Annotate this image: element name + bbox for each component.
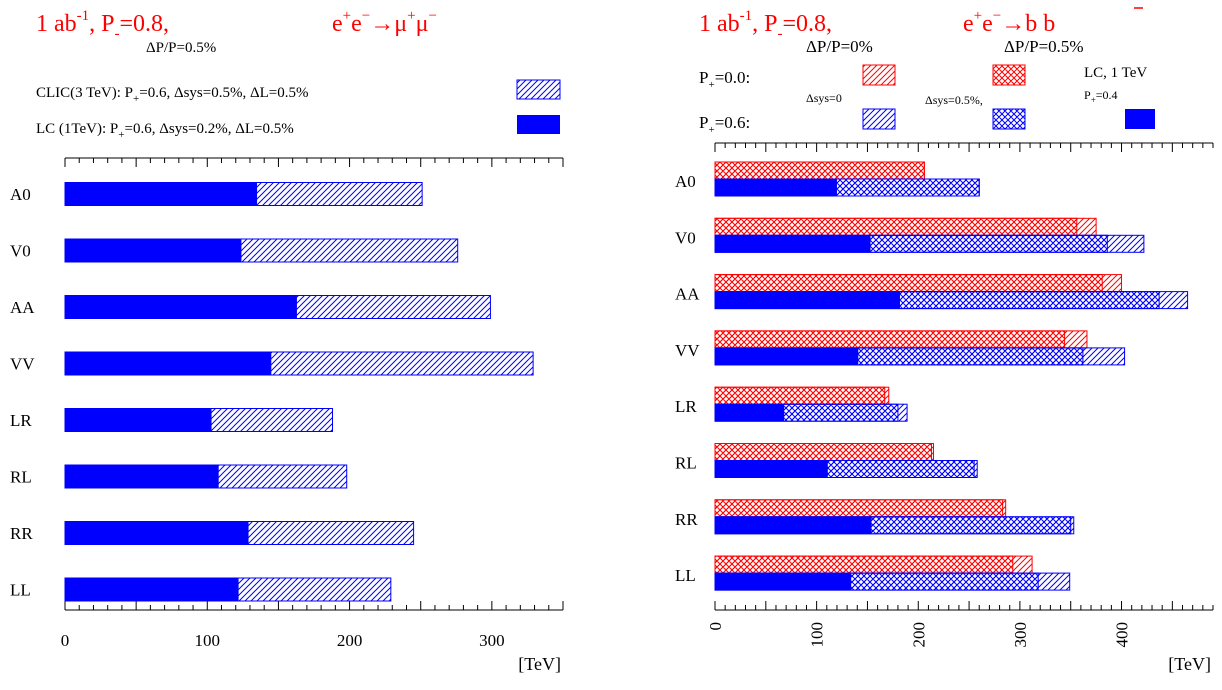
- x-tick-label: 300: [479, 631, 505, 650]
- left-header-title: 1 ab-1, P-=0.8,: [36, 8, 169, 42]
- category-label: AA: [675, 285, 700, 304]
- left-process: e+e−→μ+μ−: [332, 8, 437, 37]
- bar-p00-crosshatch-a0: [714, 161, 925, 180]
- bar-p00-crosshatch-lr: [714, 386, 886, 405]
- bar-p00-crosshatch-v0: [714, 217, 1078, 236]
- bar-lc-rr: [65, 521, 249, 545]
- swatch-p00-dsys0: [862, 64, 896, 86]
- bar-p00-crosshatch-rr: [714, 499, 1004, 518]
- swatch-p06-dsys0: [862, 108, 896, 130]
- right-header-title: 1 ab-1, P-=0.8,: [699, 8, 832, 42]
- category-label: LR: [675, 397, 697, 416]
- bar-p00-crosshatch-rl: [714, 443, 932, 461]
- x-tick-label: 100: [808, 622, 827, 648]
- left-legend-swatch-clic: [516, 79, 561, 100]
- left-header: 1 ab-1, P-=0.8, e+e−→μ+μ− ΔP/P=0.5%: [36, 8, 437, 56]
- bar-lc-rl: [65, 465, 219, 488]
- right-dp0: ΔP/P=0%: [806, 37, 873, 56]
- right-dp5: ΔP/P=0.5%: [1004, 37, 1084, 56]
- category-label: A0: [675, 172, 696, 191]
- left-chart: 0 100 200 300 [TeV] A0 V0 AA VV LR RL RR LL: [10, 157, 564, 674]
- bar-p06-solid-a0: [715, 179, 837, 196]
- x-axis-label: [TeV]: [1168, 654, 1211, 674]
- x-tick-label: 400: [1113, 622, 1132, 648]
- bar-p00-crosshatch-ll: [714, 555, 1014, 574]
- category-label: VV: [10, 355, 35, 374]
- category-label: LR: [10, 411, 32, 430]
- x-tick-label: 200: [909, 622, 928, 648]
- left-pol-value: =0.8,: [120, 11, 170, 37]
- bar-p06-solid-ll: [715, 573, 852, 591]
- category-label: AA: [10, 298, 35, 317]
- right-process: e+e−→b b: [963, 8, 1055, 37]
- right-legend-lc-line1: LC, 1 TeV: [1084, 65, 1147, 81]
- bar-lc-ll: [65, 578, 239, 601]
- bar-p06-solid-rl: [715, 460, 828, 478]
- right-header: 1 ab-1, P-=0.8, e+e−→b b ΔP/P=0% ΔP/P=0.…: [699, 7, 1143, 56]
- bar-p06-solid-vv: [715, 347, 859, 365]
- bar-lc-vv: [65, 352, 272, 375]
- left-pol-prefix: , P: [89, 11, 114, 37]
- x-tick-label: 200: [337, 631, 363, 650]
- x-tick-label: 100: [195, 631, 221, 650]
- category-label: LL: [675, 566, 696, 585]
- category-label: RL: [675, 454, 697, 473]
- right-legend-p00: P+=0.0:: [699, 68, 750, 91]
- category-label: RL: [10, 468, 32, 487]
- category-label: V0: [10, 242, 31, 261]
- left-legend-label-clic: CLIC(3 TeV): P+=0.6, Δsys=0.5%, ΔL=0.5%: [36, 85, 308, 105]
- category-label: VV: [675, 341, 700, 360]
- swatch-lc-1tev: [1125, 109, 1155, 129]
- right-legend-dsys05: Δsys=0.5%,: [925, 93, 983, 107]
- left-pol-sub: -: [115, 26, 120, 42]
- right-legend-lc-line2: P+=0.4: [1084, 88, 1118, 105]
- category-label: A0: [10, 185, 31, 204]
- category-label: LL: [10, 581, 31, 600]
- bar-lc-a0: [65, 182, 258, 206]
- left-dp: ΔP/P=0.5%: [146, 40, 216, 56]
- bar-p00-crosshatch-aa: [714, 274, 1103, 293]
- bar-p06-solid-lr: [715, 404, 785, 422]
- swatch-p00-dsys05: [992, 64, 1026, 86]
- x-tick-label: 0: [61, 631, 70, 650]
- x-tick-label: 0: [706, 622, 725, 631]
- category-label: V0: [675, 228, 696, 247]
- bar-lc-lr: [65, 408, 212, 432]
- swatch-p06-dsys05: [992, 108, 1026, 130]
- left-lumi-sup: -1: [77, 8, 90, 24]
- right-chart: 0 100 200 300 400 [TeV] A0 V0 AA VV LR RL RR LL: [675, 142, 1214, 674]
- left-lumi: 1 ab: [36, 11, 77, 37]
- left-legend-swatch-lc: [517, 115, 560, 134]
- bar-p06-solid-rr: [715, 516, 872, 534]
- right-legend-dsys0: Δsys=0: [806, 91, 842, 105]
- left-legend: CLIC(3 TeV): P+=0.6, Δsys=0.5%, ΔL=0.5% …: [36, 79, 561, 141]
- bar-p06-solid-aa: [715, 291, 900, 309]
- x-axis-label: [TeV]: [518, 654, 561, 674]
- right-legend: P+=0.0: P+=0.6: Δsys=0 Δsys=0.5%, LC, 1 …: [699, 64, 1155, 136]
- bar-p06-solid-v0: [715, 235, 871, 253]
- bar-lc-aa: [65, 295, 297, 319]
- bar-lc-v0: [65, 239, 242, 262]
- x-tick-label: 300: [1011, 622, 1030, 648]
- category-label: RR: [675, 510, 698, 529]
- left-legend-label-lc: LC (1TeV): P+=0.6, Δsys=0.2%, ΔL=0.5%: [36, 121, 294, 141]
- right-legend-p06: P+=0.6:: [699, 113, 750, 136]
- category-label: RR: [10, 524, 33, 543]
- bar-p00-crosshatch-vv: [714, 330, 1066, 349]
